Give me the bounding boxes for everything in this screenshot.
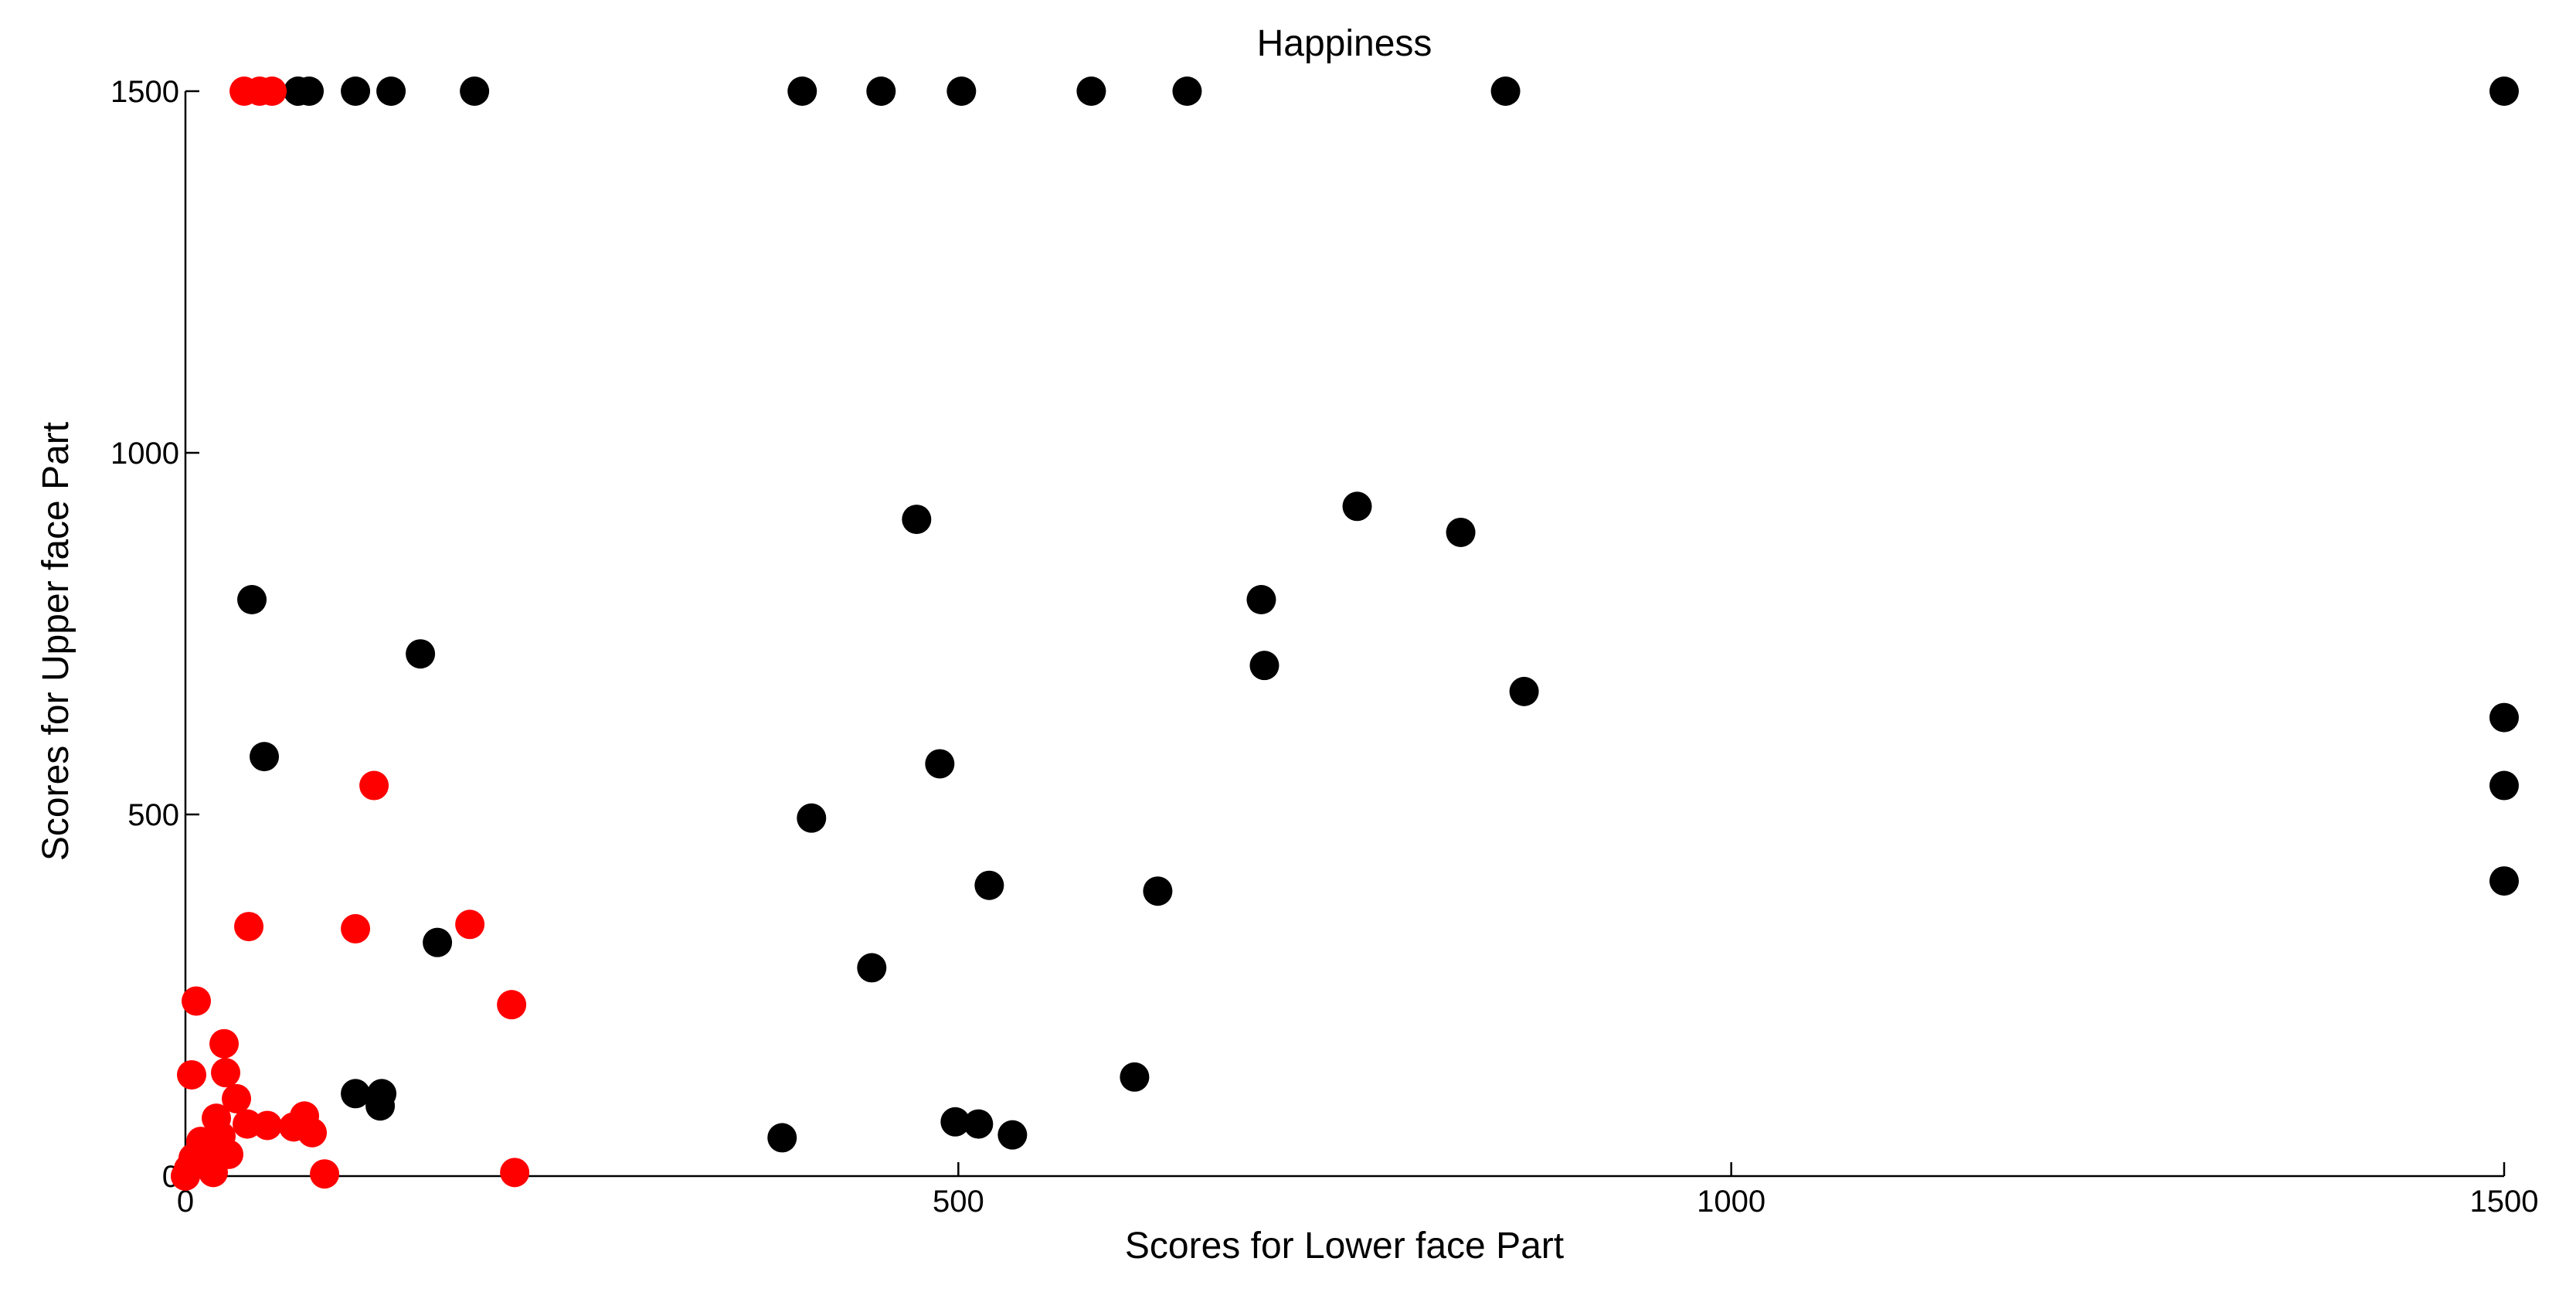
data-points bbox=[171, 76, 2519, 1191]
data-point-series-1 bbox=[294, 76, 325, 106]
data-point-series-2 bbox=[209, 1028, 240, 1059]
data-point-series-2 bbox=[359, 770, 389, 801]
data-point-series-1 bbox=[1490, 76, 1521, 106]
data-point-series-1 bbox=[341, 76, 371, 106]
data-point-series-1 bbox=[1446, 517, 1476, 547]
data-point-series-2 bbox=[455, 910, 485, 940]
data-point-series-1 bbox=[997, 1120, 1028, 1150]
data-point-series-1 bbox=[1509, 676, 1539, 706]
data-point-series-1 bbox=[767, 1123, 797, 1153]
data-point-series-1 bbox=[1143, 876, 1173, 906]
data-point-series-1 bbox=[2489, 76, 2519, 106]
data-point-series-2 bbox=[211, 1058, 241, 1088]
data-point-series-2 bbox=[234, 912, 264, 942]
data-point-series-2 bbox=[341, 913, 371, 944]
data-point-series-2 bbox=[297, 1117, 328, 1148]
axes bbox=[184, 91, 2504, 1178]
data-point-series-1 bbox=[460, 76, 490, 106]
data-point-series-1 bbox=[797, 803, 827, 833]
data-point-series-1 bbox=[2489, 702, 2519, 733]
data-point-series-1 bbox=[1172, 76, 1202, 106]
y-axis-label: Scores for Upper face Part bbox=[36, 422, 76, 861]
data-point-series-1 bbox=[2489, 770, 2519, 801]
y-tick-label: 500 bbox=[127, 798, 179, 832]
data-point-series-1 bbox=[925, 749, 955, 779]
data-point-series-1 bbox=[1076, 76, 1106, 106]
data-point-series-1 bbox=[963, 1109, 994, 1139]
data-point-series-1 bbox=[946, 76, 977, 106]
data-point-series-1 bbox=[974, 870, 1004, 900]
data-point-series-2 bbox=[177, 1059, 207, 1090]
data-point-series-1 bbox=[341, 1079, 371, 1109]
data-point-series-1 bbox=[787, 76, 817, 106]
y-tick-label: 1000 bbox=[110, 437, 179, 471]
data-point-series-2 bbox=[253, 1110, 283, 1141]
data-point-series-1 bbox=[1342, 491, 1372, 522]
x-tick-label: 1500 bbox=[2470, 1185, 2539, 1219]
data-point-series-2 bbox=[222, 1083, 252, 1114]
tick-marks bbox=[184, 90, 2506, 1178]
data-point-series-2 bbox=[500, 1158, 530, 1188]
y-tick-label: 1500 bbox=[110, 75, 179, 109]
x-axis-label: Scores for Lower face Part bbox=[1125, 1226, 1564, 1266]
chart-title: Happiness bbox=[1257, 23, 1432, 64]
x-tick-label: 0 bbox=[177, 1185, 194, 1219]
data-point-series-1 bbox=[1246, 585, 1276, 615]
data-point-series-1 bbox=[2489, 866, 2519, 896]
data-point-series-2 bbox=[257, 76, 287, 106]
data-point-series-1 bbox=[866, 76, 896, 106]
x-tick-label: 1000 bbox=[1697, 1185, 1765, 1219]
data-point-series-1 bbox=[250, 742, 280, 772]
data-point-series-2 bbox=[310, 1159, 340, 1189]
data-point-series-1 bbox=[365, 1091, 396, 1121]
data-point-series-2 bbox=[214, 1139, 244, 1169]
data-point-series-2 bbox=[171, 1161, 200, 1191]
data-point-series-1 bbox=[423, 927, 453, 957]
data-point-series-2 bbox=[497, 990, 527, 1020]
data-point-series-1 bbox=[902, 505, 932, 535]
x-tick-label: 500 bbox=[933, 1185, 984, 1219]
data-point-series-1 bbox=[237, 585, 267, 615]
data-point-series-1 bbox=[406, 639, 436, 669]
data-point-series-2 bbox=[182, 986, 212, 1016]
data-point-series-1 bbox=[376, 76, 406, 106]
data-point-series-1 bbox=[1249, 651, 1280, 681]
data-point-series-1 bbox=[940, 1107, 970, 1137]
data-point-series-1 bbox=[1120, 1062, 1150, 1092]
data-point-series-1 bbox=[857, 953, 887, 983]
